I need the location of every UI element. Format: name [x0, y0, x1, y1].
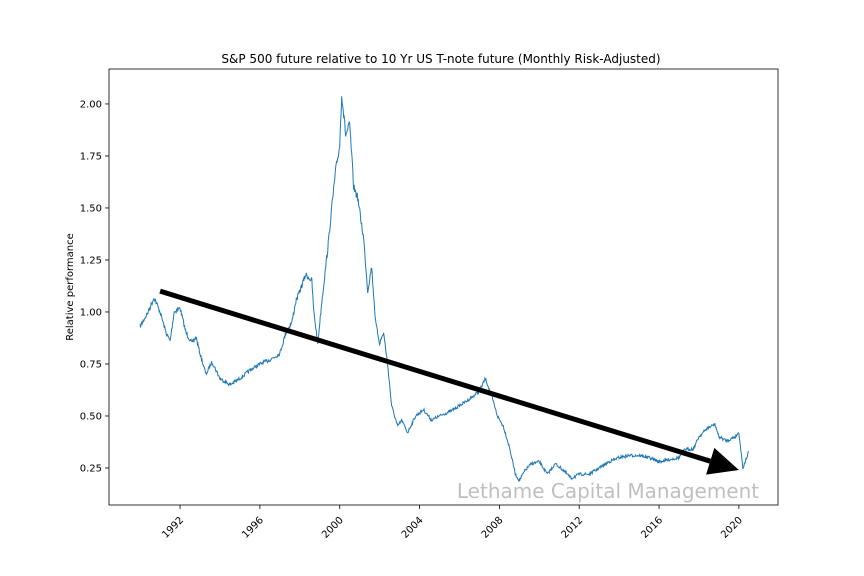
x-tick-label: 1992	[160, 515, 186, 541]
x-tick-label: 1996	[240, 515, 266, 541]
watermark: Lethame Capital Management	[457, 479, 759, 503]
trend-arrow-head	[706, 447, 739, 475]
y-axis-label: Relative performance	[65, 233, 76, 341]
trend-arrow-layer	[159, 288, 739, 475]
x-tick-label: 2020	[719, 515, 745, 541]
y-tick-label: 1.00	[80, 307, 102, 318]
chart-title: S&P 500 future relative to 10 Yr US T-no…	[221, 52, 660, 66]
y-tick-label: 1.50	[80, 203, 102, 214]
y-tick-label: 0.75	[80, 359, 102, 370]
x-tick-label: 2016	[639, 515, 665, 541]
series-line-0	[139, 96, 750, 483]
series-layer	[139, 96, 750, 483]
y-tick-label: 2.00	[80, 99, 102, 110]
y-tick-label: 1.25	[80, 255, 102, 266]
x-tick-label: 2012	[560, 515, 586, 541]
y-tick-label: 1.75	[80, 151, 102, 162]
x-tick-label: 2008	[480, 515, 506, 541]
plot-frame	[108, 68, 779, 506]
y-tick-label: 0.25	[80, 463, 102, 474]
trend-arrow-shaft	[159, 288, 711, 464]
x-tick-label: 2000	[320, 515, 346, 541]
x-axis: 1992 1996 2000 2004 2008 2012 2016 2020	[160, 505, 745, 541]
y-axis: 0.25 0.50 0.75 1.00 1.25 1.50 1.75 2.00	[80, 99, 109, 474]
x-tick-label: 2004	[400, 515, 426, 541]
y-tick-label: 0.50	[80, 411, 102, 422]
